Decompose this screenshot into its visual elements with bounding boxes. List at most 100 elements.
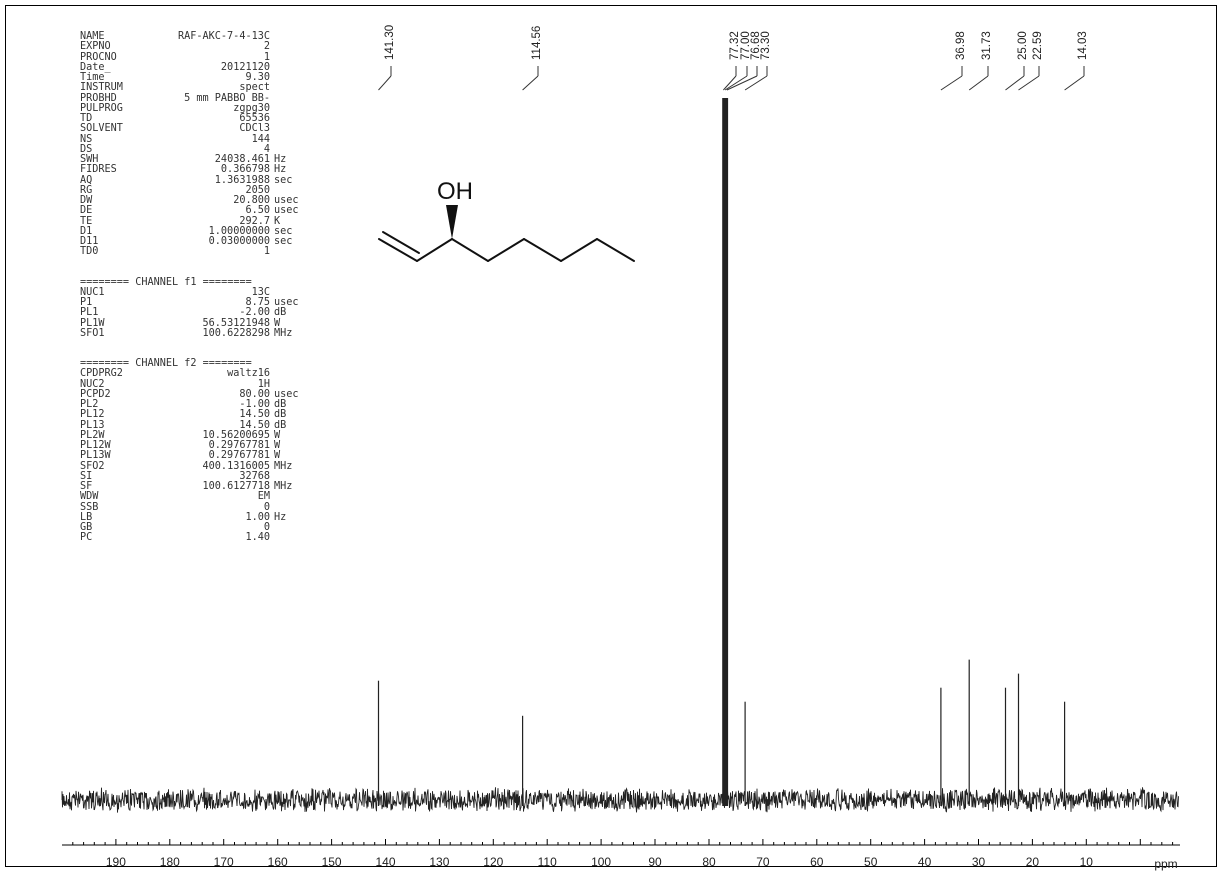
parameter-row: P1 8.75 usec bbox=[80, 297, 314, 308]
peak-label: 36.98 bbox=[955, 31, 967, 60]
parameter-name: Date_ bbox=[80, 61, 111, 73]
parameter-unit: sec bbox=[274, 225, 293, 237]
parameter-unit: Hz bbox=[274, 164, 287, 176]
parameter-name: SSB bbox=[80, 501, 99, 513]
parameter-row: PL1 -2.00 dB bbox=[80, 307, 314, 319]
parameter-value: 0.29767781 bbox=[208, 450, 270, 462]
parameter-name: D1 bbox=[80, 225, 93, 237]
parameter-name: PROCNO bbox=[80, 51, 117, 63]
parameter-name: SOLVENT bbox=[80, 123, 123, 135]
parameter-row: PULPROG zgpg30 bbox=[80, 102, 314, 114]
parameter-value: CDCl3 bbox=[239, 123, 270, 135]
parameter-name: DW bbox=[80, 195, 93, 206]
parameter-value: waltz16 bbox=[227, 368, 270, 380]
parameter-value: 80.00 bbox=[239, 388, 270, 400]
peak-label: 73.30 bbox=[760, 31, 772, 60]
parameter-block-channel-f1: NUC1 13C P1 8.75 usec PL1 -2.00 dB PL1W 56.531219… bbox=[80, 286, 314, 339]
parameter-row: D11 0.03000000 sec bbox=[80, 236, 314, 247]
parameter-unit: W bbox=[274, 317, 281, 329]
parameter-name: PROBHD bbox=[80, 92, 117, 104]
parameter-value: 13C bbox=[251, 286, 270, 298]
x-tick-label: 90 bbox=[648, 855, 662, 869]
parameter-unit: usec bbox=[274, 297, 299, 308]
x-tick-label: 160 bbox=[268, 855, 288, 869]
parameter-row: SFO1 100.6228298 MHz bbox=[80, 327, 314, 339]
parameter-unit: sec bbox=[274, 174, 293, 186]
x-tick-label: 60 bbox=[810, 855, 824, 869]
x-tick-label: 40 bbox=[918, 855, 932, 869]
parameter-name: PCPD2 bbox=[80, 388, 111, 400]
parameter-value: 0.03000000 bbox=[208, 236, 270, 247]
parameter-value: 0.366798 bbox=[220, 164, 270, 176]
parameter-block-acquisition: NAME RAF-AKC-7-4-13C EXPNO 2 PROCNO 1 Date_ 201… bbox=[80, 31, 314, 258]
parameter-name: TE bbox=[80, 215, 93, 227]
parameter-row: TD0 1 bbox=[80, 246, 314, 258]
parameter-value: -2.00 bbox=[239, 307, 270, 319]
peak-label-connector bbox=[724, 75, 748, 91]
parameter-row: SFO2 400.1316005 MHz bbox=[80, 461, 314, 472]
parameter-unit: Hz bbox=[274, 154, 287, 165]
x-tick-label: 180 bbox=[160, 855, 180, 869]
parameter-unit: sec bbox=[274, 236, 293, 247]
parameter-value: 1 bbox=[263, 51, 270, 63]
parameter-name: PL2 bbox=[80, 399, 99, 410]
parameter-value: RAF-AKC-7-4-13C bbox=[177, 31, 270, 42]
peak-label: 31.73 bbox=[981, 31, 993, 60]
parameter-name: RG bbox=[80, 184, 93, 196]
parameter-row: NUC1 13C bbox=[80, 286, 314, 298]
parameter-block-channel-f2: CPDPRG2 waltz16 NUC2 1H PCPD2 80.00 usec PL2 -1.… bbox=[80, 368, 314, 543]
baseline-noise bbox=[61, 787, 1179, 813]
parameter-value: 56.53121948 bbox=[202, 317, 270, 329]
parameter-name: CPDPRG2 bbox=[80, 368, 123, 380]
parameter-unit: usec bbox=[274, 388, 299, 400]
parameter-unit: usec bbox=[274, 195, 299, 206]
parameter-unit: dB bbox=[274, 409, 287, 421]
x-tick-label: 120 bbox=[483, 855, 503, 869]
parameter-name: PULPROG bbox=[80, 102, 123, 114]
x-tick-label: 170 bbox=[214, 855, 234, 869]
parameter-value: 100.6228298 bbox=[202, 327, 270, 339]
parameter-name: FIDRES bbox=[80, 164, 117, 176]
peak-label: 141.30 bbox=[384, 24, 396, 60]
peak-label-connector bbox=[723, 75, 737, 91]
parameter-row: RG 2050 bbox=[80, 184, 314, 196]
peak-label: 114.56 bbox=[531, 25, 543, 60]
parameter-name: PL12W bbox=[80, 440, 111, 451]
parameter-unit: W bbox=[274, 429, 281, 441]
x-axis-label: ppm bbox=[1154, 857, 1177, 871]
x-tick-label: 130 bbox=[429, 855, 449, 869]
peak-label-connector bbox=[1018, 75, 1040, 91]
parameter-value: 2050 bbox=[245, 184, 270, 196]
parameter-value: EM bbox=[257, 491, 270, 503]
parameter-name: D11 bbox=[80, 236, 99, 247]
parameter-row: CPDPRG2 waltz16 bbox=[80, 368, 314, 380]
parameter-value: 20121120 bbox=[220, 61, 270, 73]
parameter-value: 2 bbox=[263, 41, 270, 53]
parameter-row: NS 144 bbox=[80, 133, 314, 145]
parameter-value: 0 bbox=[263, 501, 270, 513]
parameter-value: zgpg30 bbox=[233, 102, 270, 114]
parameter-name: WDW bbox=[80, 491, 99, 503]
parameter-row: TE 292.7 K bbox=[80, 215, 314, 227]
parameter-value: 0 bbox=[263, 522, 270, 533]
peak-label-connector bbox=[940, 75, 963, 91]
parameter-row: Time 9.30 bbox=[80, 72, 314, 83]
parameter-row: D1 1.00000000 sec bbox=[80, 225, 314, 237]
parameter-value: 1 bbox=[263, 246, 270, 258]
parameter-name: TD bbox=[80, 113, 93, 124]
parameter-name: SWH bbox=[80, 154, 99, 165]
peak-label-connector bbox=[1064, 75, 1085, 91]
parameter-unit: K bbox=[274, 215, 281, 227]
parameter-value: 0.29767781 bbox=[208, 440, 270, 451]
parameter-name: PL13 bbox=[80, 419, 105, 431]
parameter-value: 8.75 bbox=[245, 297, 270, 308]
parameter-name: LB bbox=[80, 511, 93, 523]
parameter-value: -1.00 bbox=[239, 399, 270, 410]
parameter-name: EXPNO bbox=[80, 41, 111, 53]
x-tick-label: 100 bbox=[591, 855, 611, 869]
parameter-value: 144 bbox=[251, 133, 270, 145]
parameter-unit: MHz bbox=[274, 327, 293, 339]
x-tick-label: 150 bbox=[322, 855, 342, 869]
parameter-name: TD0 bbox=[80, 246, 99, 258]
